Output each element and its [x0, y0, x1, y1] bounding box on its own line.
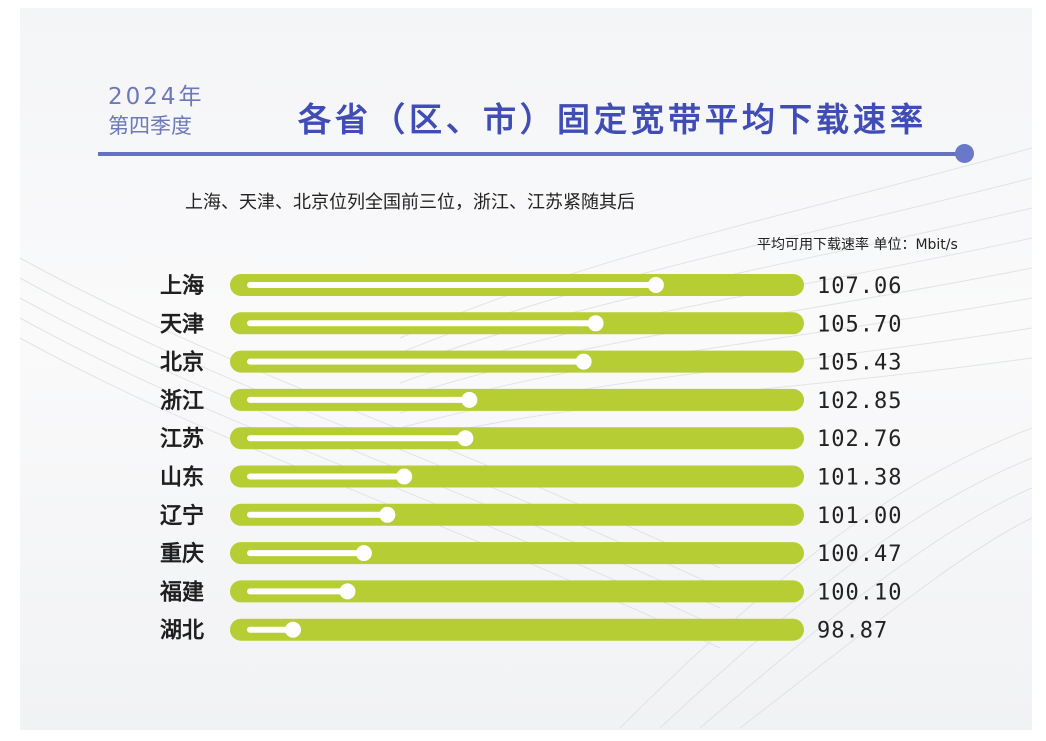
quarter-label: 第四季度 — [108, 114, 192, 138]
bar-knob — [587, 315, 604, 332]
category-label: 湖北 — [160, 619, 204, 644]
value-label: 102.85 — [817, 389, 902, 414]
category-label: 天津 — [160, 311, 204, 337]
category-label: 北京 — [160, 350, 204, 376]
bar — [230, 465, 804, 488]
chart-title: 各省（区、市）固定宽带平均下载速率 — [298, 100, 927, 139]
value-label: 100.10 — [817, 580, 902, 605]
value-label: 107.06 — [817, 274, 902, 299]
category-label: 山东 — [160, 465, 204, 491]
bar — [230, 503, 804, 526]
bar-knob — [461, 391, 478, 408]
bar-knob — [457, 430, 474, 447]
bar-knob — [379, 506, 396, 523]
value-label: 100.47 — [817, 542, 902, 567]
value-label: 102.76 — [817, 427, 902, 452]
chart-card: 2024年 第四季度 各省（区、市）固定宽带平均下载速率 上海、天津、北京位列全… — [20, 8, 1032, 730]
bar-knob — [339, 583, 356, 600]
category-label: 浙江 — [160, 389, 204, 414]
value-label: 98.87 — [817, 619, 888, 644]
category-label: 重庆 — [160, 541, 204, 567]
bar-chart: 上海 107.06 天津 105.70 北京 105.43 浙江 102.85 江苏 102.76… — [159, 273, 902, 644]
category-label: 辽宁 — [160, 503, 204, 529]
value-label: 101.00 — [817, 504, 902, 529]
value-label: 105.70 — [817, 312, 902, 337]
category-label: 福建 — [159, 580, 204, 605]
category-label: 上海 — [160, 273, 204, 299]
bar — [230, 388, 804, 411]
title-rule — [98, 152, 964, 156]
bar-knob — [575, 353, 592, 370]
bar — [230, 542, 804, 565]
value-label: 101.38 — [817, 466, 902, 491]
bar — [230, 580, 804, 603]
bar-knob — [284, 621, 301, 638]
bar — [230, 427, 804, 450]
unit-note: 平均可用下载速率 单位：Mbit/s — [757, 237, 958, 253]
category-label: 江苏 — [160, 426, 204, 452]
bar-knob — [396, 468, 413, 485]
title-rule-dot — [955, 144, 974, 163]
bar-knob — [355, 545, 372, 562]
chart-subtitle: 上海、天津、北京位列全国前三位，浙江、江苏紧随其后 — [185, 192, 635, 213]
bar-knob — [647, 277, 664, 293]
year-label: 2024年 — [108, 84, 205, 110]
bar — [230, 618, 804, 641]
value-label: 105.43 — [817, 351, 902, 376]
